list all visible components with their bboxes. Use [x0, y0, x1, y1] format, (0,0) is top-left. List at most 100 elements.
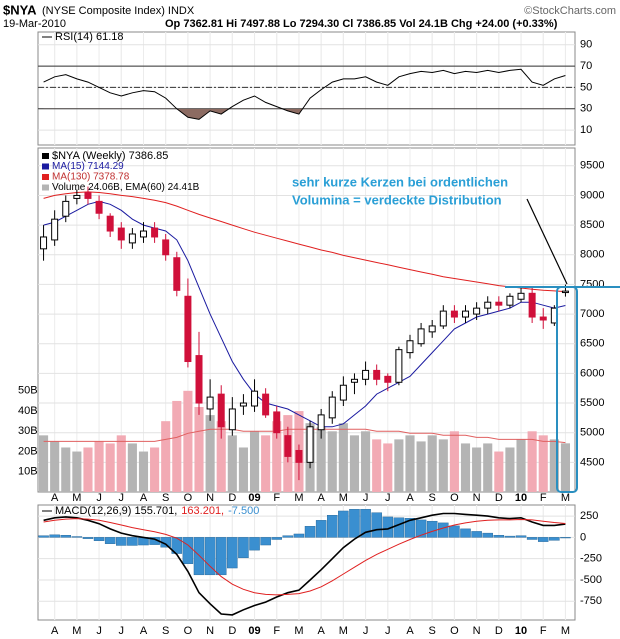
tick-label: 5000 [580, 427, 604, 439]
volume-bar [83, 447, 93, 492]
volume-bar [261, 435, 271, 492]
volume-bar [516, 439, 526, 492]
x-tick-label: N [473, 625, 481, 637]
macd-histogram [204, 537, 216, 576]
candle-body [484, 301, 492, 309]
candle-body [95, 200, 103, 214]
annotation: sehr kurze Kerzen bei ordentlichen [292, 174, 508, 189]
volume-bar [116, 435, 126, 492]
candle-body [195, 355, 203, 404]
legend-swatch [42, 174, 49, 180]
macd-histogram [82, 537, 94, 539]
macd-histogram [260, 537, 271, 546]
tick-label: 9000 [580, 189, 604, 201]
volume-bar [405, 435, 415, 492]
macd-histogram [38, 535, 49, 538]
volume-bar [272, 421, 282, 492]
x-tick-label: A [51, 492, 59, 504]
x-tick-label: J [385, 625, 391, 637]
legend-swatch [42, 153, 49, 159]
macd-histogram [504, 535, 516, 538]
candle-body [450, 310, 458, 318]
rsi-panel [37, 31, 576, 146]
macd-histogram [60, 535, 72, 538]
x-tick-label: M [339, 492, 348, 504]
x-tick-label: F [273, 625, 280, 637]
volume-bar [94, 441, 104, 492]
x-tick-label: D [495, 492, 503, 504]
macd-histogram [104, 537, 116, 544]
x-tick-label: A [317, 492, 325, 504]
x-tick-label: 09 [248, 625, 260, 637]
volume-bar [316, 427, 326, 492]
volume-ema [43, 428, 566, 444]
volume-bar [472, 447, 482, 492]
candle-body [462, 310, 470, 318]
candle-body [350, 378, 358, 383]
x-tick-label: S [429, 492, 436, 504]
x-tick-label: A [140, 492, 148, 504]
volume-bar [50, 441, 60, 492]
candle-body [73, 194, 81, 199]
macd-histogram [71, 536, 83, 538]
volume-bar [127, 443, 137, 492]
candle-body [62, 200, 70, 217]
macd-histogram [482, 532, 493, 538]
tick-label: -250 [580, 553, 602, 565]
macd-histogram [338, 510, 349, 538]
x-tick-label: J [119, 625, 125, 637]
volume-bar [483, 443, 493, 492]
x-tick-label: 10 [515, 625, 527, 637]
candle-body [273, 411, 281, 434]
tick-label: 4500 [580, 456, 604, 468]
volume-bar [427, 435, 437, 492]
candle-body [495, 301, 503, 306]
x-tick-label: A [406, 625, 414, 637]
macd-histogram [415, 519, 427, 538]
tick-label: 10 [580, 124, 592, 136]
candle-body [395, 349, 403, 383]
tick-label: 6000 [580, 367, 604, 379]
volume-bar [372, 439, 382, 492]
macd-histogram [449, 525, 460, 538]
candle-body [117, 227, 125, 241]
legend-label: RSI(14) 61.18 [55, 31, 123, 43]
macd-histogram [471, 531, 482, 538]
x-tick-label: O [184, 492, 193, 504]
x-tick-label: O [450, 625, 459, 637]
tick-label: 40B [18, 405, 38, 417]
candle-body [239, 402, 247, 407]
tick-label: 0 [580, 531, 586, 543]
credit: ©StockCharts.com [524, 5, 616, 17]
macd-panel [37, 504, 576, 621]
macd-histogram [227, 537, 238, 569]
volume-bar [394, 439, 404, 492]
macd-histogram [49, 534, 60, 538]
x-tick-label: A [317, 625, 325, 637]
candle-body [406, 340, 414, 354]
candle-body [51, 218, 59, 241]
x-tick-label: F [540, 625, 547, 637]
annotation-arrow [526, 198, 568, 285]
volume-bar [150, 447, 160, 492]
x-tick-label: M [339, 625, 348, 637]
volume-bar [183, 390, 193, 492]
macd-histogram [182, 537, 194, 564]
index-name: (NYSE Composite Index) INDX [42, 5, 195, 17]
macd-histogram [249, 537, 260, 551]
volume-bar [249, 431, 260, 492]
x-tick-label: J [96, 625, 102, 637]
legend-label: MA(130) 7378.78 [52, 172, 130, 183]
legend-label: 163.201, [181, 505, 224, 517]
candle-body [328, 396, 336, 419]
macd-histogram [526, 537, 538, 540]
x-tick-label: D [495, 625, 503, 637]
tick-label: 50B [18, 385, 38, 397]
legend-label: MA(15) 7144.29 [52, 161, 124, 172]
x-tick-label: M [561, 625, 570, 637]
volume-bar [238, 447, 248, 492]
volume-bar [560, 443, 570, 492]
volume-bar [449, 431, 459, 492]
x-tick-label: M [72, 625, 81, 637]
date: 19-Mar-2010 [3, 18, 66, 30]
